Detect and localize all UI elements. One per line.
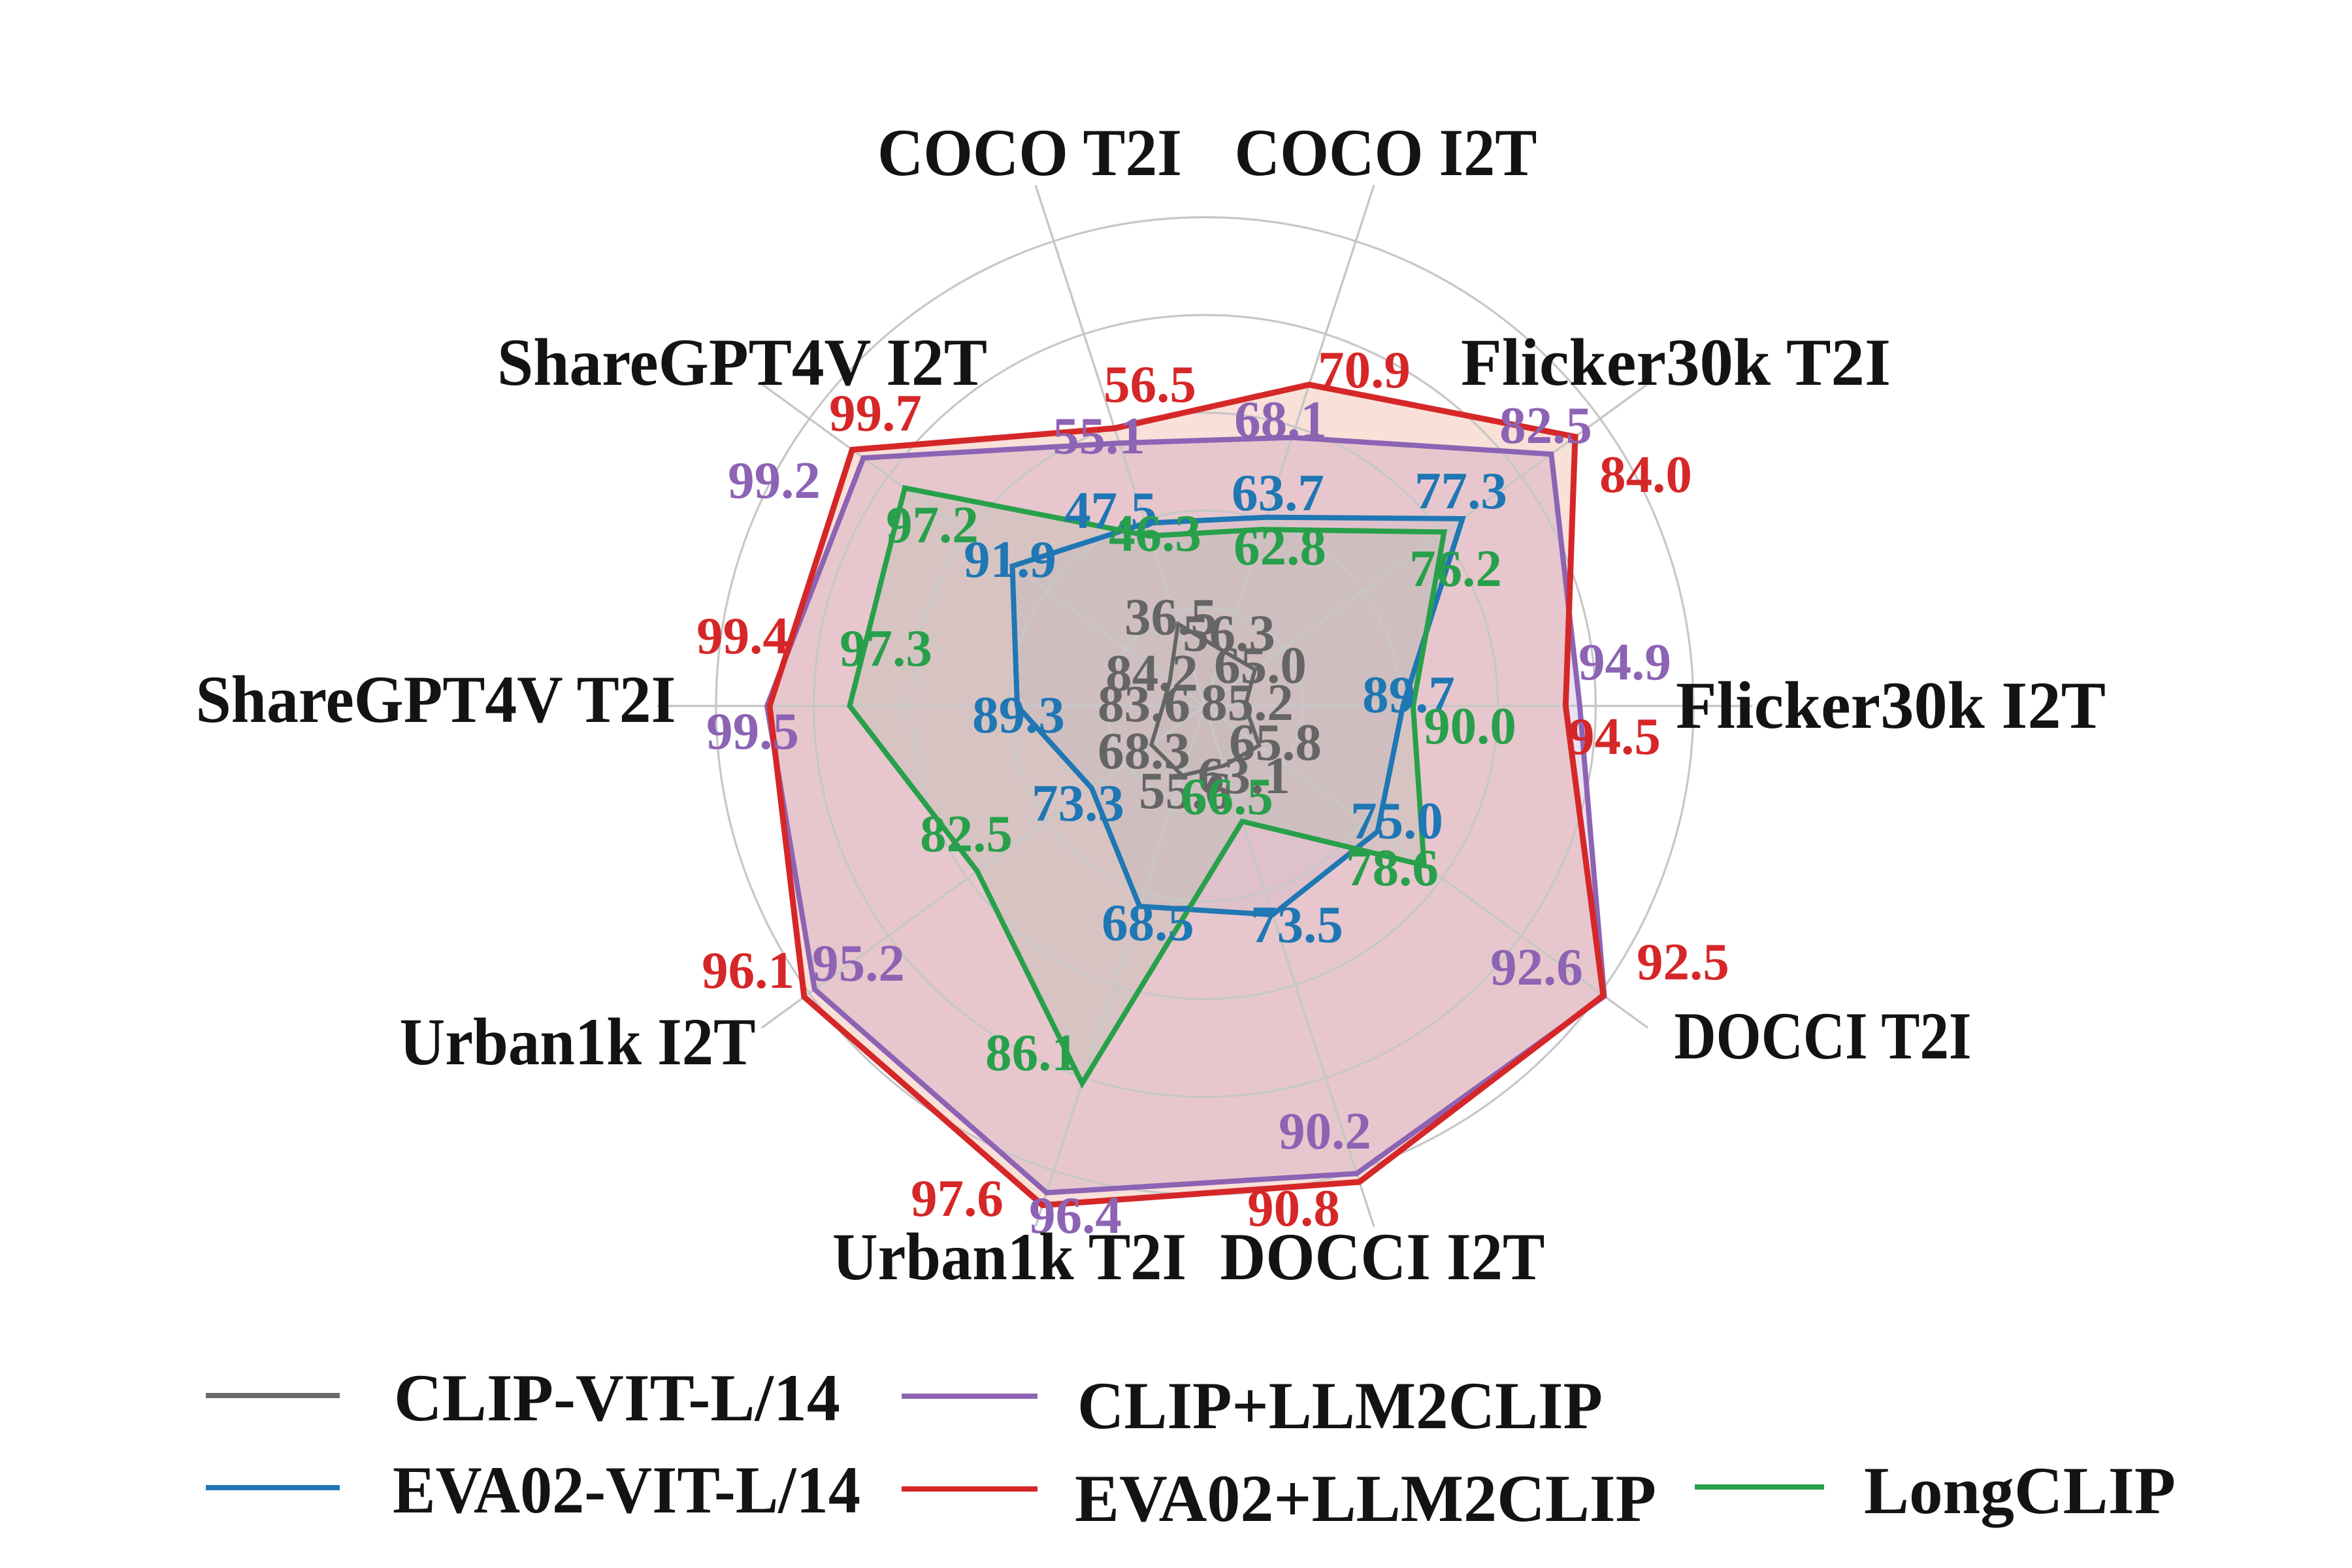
svg-text:99.2: 99.2 (728, 451, 821, 510)
svg-text:ShareGPT4V I2T: ShareGPT4V I2T (497, 325, 987, 400)
svg-text:96.4: 96.4 (1029, 1186, 1122, 1245)
svg-text:47.5: 47.5 (1064, 481, 1157, 540)
svg-text:66.5: 66.5 (1181, 767, 1273, 826)
svg-text:85.2: 85.2 (1201, 673, 1294, 732)
svg-text:99.7: 99.7 (829, 384, 922, 442)
svg-text:97.2: 97.2 (886, 495, 979, 554)
svg-text:56.3: 56.3 (1183, 604, 1275, 662)
svg-text:75.0: 75.0 (1350, 791, 1443, 850)
svg-text:65.8: 65.8 (1229, 713, 1322, 772)
svg-text:70.9: 70.9 (1318, 340, 1411, 399)
svg-text:84.2: 84.2 (1105, 644, 1198, 702)
svg-text:DOCCI I2T: DOCCI I2T (1220, 1220, 1545, 1294)
svg-text:94.5: 94.5 (1568, 707, 1661, 766)
svg-text:76.2: 76.2 (1409, 539, 1502, 598)
svg-text:ShareGPT4V T2I: ShareGPT4V T2I (196, 662, 676, 737)
svg-text:56.5: 56.5 (1103, 355, 1196, 414)
svg-text:97.3: 97.3 (840, 619, 932, 678)
svg-text:EVA02+LLM2CLIP: EVA02+LLM2CLIP (1075, 1462, 1656, 1536)
svg-text:96.1: 96.1 (702, 941, 794, 1000)
svg-text:99.4: 99.4 (696, 606, 789, 665)
svg-text:Flicker30k T2I: Flicker30k T2I (1461, 325, 1891, 400)
svg-text:94.9: 94.9 (1578, 632, 1671, 691)
svg-text:89.7: 89.7 (1362, 665, 1455, 724)
svg-text:95.2: 95.2 (812, 934, 905, 992)
svg-text:92.6: 92.6 (1490, 938, 1583, 996)
svg-text:COCO I2T: COCO I2T (1235, 116, 1537, 190)
svg-text:73.3: 73.3 (1032, 774, 1124, 832)
svg-text:82.5: 82.5 (920, 804, 1013, 863)
svg-text:65.0: 65.0 (1214, 636, 1307, 694)
svg-text:62.8: 62.8 (1233, 517, 1326, 576)
svg-text:Flicker30k I2T: Flicker30k I2T (1676, 668, 2106, 743)
svg-text:EVA02-VIT-L/14: EVA02-VIT-L/14 (393, 1453, 860, 1527)
svg-text:55.1: 55.1 (1053, 406, 1145, 465)
svg-text:DOCCI T2I: DOCCI T2I (1674, 999, 1972, 1073)
svg-text:68.3: 68.3 (1098, 721, 1190, 780)
svg-text:90.0: 90.0 (1424, 696, 1516, 755)
svg-text:86.1: 86.1 (985, 1023, 1078, 1082)
svg-text:89.3: 89.3 (972, 685, 1065, 744)
svg-text:63.7: 63.7 (1232, 463, 1324, 522)
svg-text:92.5: 92.5 (1637, 932, 1729, 991)
svg-text:Urban1k I2T: Urban1k I2T (400, 1005, 756, 1079)
svg-text:78.6: 78.6 (1346, 838, 1439, 897)
svg-text:83.6: 83.6 (1098, 674, 1190, 733)
svg-text:LongCLIP: LongCLIP (1864, 1454, 2176, 1528)
svg-text:73.5: 73.5 (1250, 895, 1343, 954)
svg-text:82.5: 82.5 (1499, 396, 1592, 455)
svg-text:77.3: 77.3 (1414, 461, 1507, 520)
svg-text:84.0: 84.0 (1599, 445, 1692, 504)
svg-text:CLIP+LLM2CLIP: CLIP+LLM2CLIP (1077, 1369, 1603, 1443)
svg-text:36.5: 36.5 (1124, 587, 1217, 646)
svg-text:90.2: 90.2 (1279, 1102, 1371, 1160)
svg-text:63.1: 63.1 (1198, 746, 1290, 805)
svg-text:99.5: 99.5 (706, 702, 799, 760)
svg-text:Urban1k T2I: Urban1k T2I (832, 1220, 1186, 1294)
svg-text:68.1: 68.1 (1234, 390, 1327, 449)
svg-text:68.5: 68.5 (1102, 893, 1194, 952)
svg-text:CLIP-VIT-L/14: CLIP-VIT-L/14 (394, 1361, 840, 1435)
svg-text:COCO T2I: COCO T2I (877, 116, 1182, 190)
svg-text:90.8: 90.8 (1247, 1179, 1340, 1237)
svg-text:55.6: 55.6 (1139, 761, 1232, 820)
svg-text:91.9: 91.9 (964, 530, 1056, 589)
svg-text:46.3: 46.3 (1109, 504, 1201, 563)
svg-text:97.6: 97.6 (911, 1169, 1004, 1228)
